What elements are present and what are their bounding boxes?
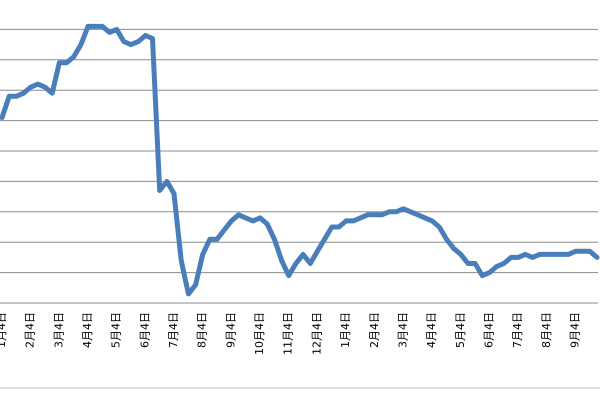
x-tick-label: 9月4日 [224,312,237,348]
x-tick-label: 3月4日 [396,312,409,348]
x-tick-label: 12月4日 [310,312,323,355]
x-tick-label: 7月4日 [167,312,180,348]
x-tick-label: 5月4日 [110,312,123,348]
x-tick-label: 4月4日 [425,312,438,348]
line-series [0,23,600,297]
x-tick-label: 1月4日 [339,312,352,348]
x-tick-label: 10月4日 [253,312,266,355]
x-tick-label: 1月4日 [0,312,8,348]
x-tick-label: 8月4日 [540,312,553,348]
x-tick-label: 11月4日 [282,312,295,355]
x-tick-label: 8月4日 [196,312,209,348]
x-tick-label: 6月4日 [482,312,495,348]
x-tick-label: 9月4日 [568,312,581,348]
x-tick-label: 3月4日 [52,312,65,348]
x-tick-label: 5月4日 [454,312,467,348]
x-tick-label: 4月4日 [81,312,94,348]
x-tick-label: 2月4日 [24,312,37,348]
x-tick-label: 2月4日 [368,312,381,348]
x-tick-label: 6月4日 [138,312,151,348]
x-tick-label: 7月4日 [511,312,524,348]
